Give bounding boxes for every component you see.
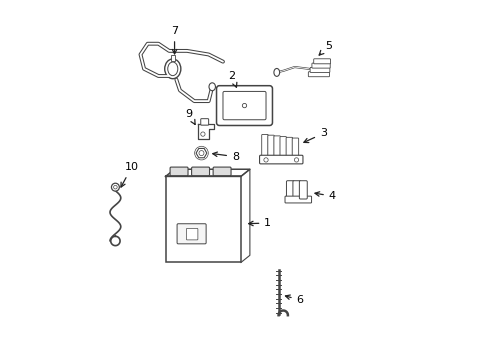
Circle shape [201, 132, 204, 136]
Text: 5: 5 [319, 41, 331, 55]
FancyBboxPatch shape [273, 136, 280, 159]
Ellipse shape [167, 62, 178, 76]
FancyBboxPatch shape [308, 72, 329, 77]
Bar [170, 55, 175, 61]
FancyBboxPatch shape [201, 119, 208, 125]
FancyBboxPatch shape [213, 167, 230, 176]
Circle shape [199, 150, 203, 156]
FancyBboxPatch shape [261, 134, 267, 159]
Ellipse shape [208, 83, 215, 91]
Bar [165, 176, 241, 262]
Text: 10: 10 [121, 162, 138, 187]
Text: 8: 8 [212, 152, 239, 162]
FancyBboxPatch shape [299, 181, 306, 199]
Text: 4: 4 [314, 191, 335, 201]
FancyBboxPatch shape [280, 136, 286, 159]
Ellipse shape [273, 68, 279, 76]
FancyBboxPatch shape [267, 135, 274, 159]
FancyBboxPatch shape [292, 138, 298, 159]
FancyBboxPatch shape [186, 228, 198, 240]
FancyBboxPatch shape [285, 196, 311, 203]
FancyBboxPatch shape [223, 91, 265, 120]
FancyBboxPatch shape [177, 224, 206, 244]
Polygon shape [198, 125, 214, 139]
Ellipse shape [164, 59, 181, 79]
FancyBboxPatch shape [259, 155, 303, 164]
Circle shape [113, 185, 117, 189]
Text: 9: 9 [185, 109, 195, 125]
FancyBboxPatch shape [292, 181, 300, 199]
Text: 1: 1 [248, 218, 271, 228]
Text: 7: 7 [171, 26, 178, 54]
Text: 6: 6 [285, 295, 303, 305]
FancyBboxPatch shape [286, 181, 294, 199]
FancyBboxPatch shape [285, 137, 292, 159]
FancyBboxPatch shape [313, 59, 330, 64]
Text: 2: 2 [228, 71, 236, 87]
FancyBboxPatch shape [216, 86, 272, 126]
FancyBboxPatch shape [309, 67, 329, 72]
Text: 3: 3 [303, 129, 326, 143]
Circle shape [111, 183, 119, 191]
FancyBboxPatch shape [170, 167, 187, 176]
FancyBboxPatch shape [191, 167, 209, 176]
Circle shape [242, 103, 246, 108]
Circle shape [264, 158, 267, 162]
Circle shape [294, 158, 298, 162]
FancyBboxPatch shape [311, 63, 329, 68]
